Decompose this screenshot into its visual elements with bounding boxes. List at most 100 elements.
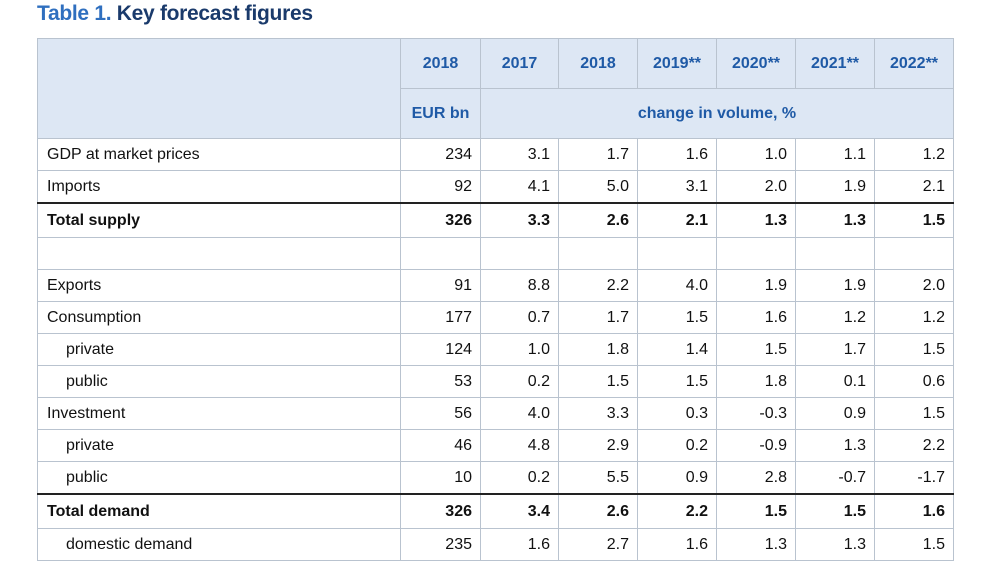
value-cell: 5.5 <box>558 461 638 495</box>
value-cell: 3.1 <box>637 170 717 204</box>
value-cell: 10 <box>400 461 481 495</box>
value-cell: 3.1 <box>480 138 559 171</box>
value-cell: 53 <box>400 365 481 398</box>
value-cell: 1.3 <box>795 528 875 561</box>
row-label: private <box>37 333 401 366</box>
empty-cell <box>795 237 875 270</box>
value-cell: 4.0 <box>480 397 559 430</box>
value-cell: 1.5 <box>795 493 875 529</box>
value-cell: 2.0 <box>874 269 954 302</box>
value-cell: 1.8 <box>716 365 796 398</box>
value-cell: 1.5 <box>637 301 717 334</box>
value-cell: 1.0 <box>480 333 559 366</box>
empty-cell <box>37 237 401 270</box>
value-cell: -1.7 <box>874 461 954 495</box>
column-header: 2022** <box>874 38 954 89</box>
row-label: Consumption <box>37 301 401 334</box>
value-cell: 3.4 <box>480 493 559 529</box>
data-row: Consumption 177 0.7 1.7 1.5 1.6 1.2 1.2 <box>37 301 954 334</box>
value-cell: 0.7 <box>480 301 559 334</box>
value-cell: 2.9 <box>558 429 638 462</box>
value-cell: 1.3 <box>716 528 796 561</box>
row-label: domestic demand <box>37 528 401 561</box>
row-label: Total supply <box>37 202 401 238</box>
value-cell: 1.5 <box>558 365 638 398</box>
row-label: Imports <box>37 170 401 204</box>
value-cell: 1.3 <box>716 202 796 238</box>
row-label: Total demand <box>37 493 401 529</box>
empty-cell <box>480 237 559 270</box>
table-body: GDP at market prices 234 3.1 1.7 1.6 1.0 1.1 1.… <box>37 138 954 561</box>
value-cell: 1.7 <box>795 333 875 366</box>
value-cell: 1.5 <box>716 333 796 366</box>
data-row: domestic demand 235 1.6 2.7 1.6 1.3 1.3 1.5 <box>37 528 954 561</box>
row-label: public <box>37 461 401 495</box>
data-row: private 124 1.0 1.8 1.4 1.5 1.7 1.5 <box>37 333 954 366</box>
value-cell: 2.6 <box>558 493 638 529</box>
empty-cell <box>637 237 717 270</box>
value-cell: 3.3 <box>558 397 638 430</box>
value-cell: 91 <box>400 269 481 302</box>
total-row: Total supply 326 3.3 2.6 2.1 1.3 1.3 1.5 <box>37 202 954 238</box>
value-cell: -0.9 <box>716 429 796 462</box>
value-cell: 1.2 <box>795 301 875 334</box>
header-row: 2018 2017 2018 2019** 2020** 2021** 2022** <box>37 38 954 139</box>
value-cell: 235 <box>400 528 481 561</box>
unit-level: EUR bn <box>400 88 481 139</box>
value-cell: 1.6 <box>874 493 954 529</box>
data-row: public 10 0.2 5.5 0.9 2.8 -0.7 -1.7 <box>37 461 954 495</box>
value-cell: 1.3 <box>795 429 875 462</box>
value-cell: 1.0 <box>716 138 796 171</box>
value-cell: 2.8 <box>716 461 796 495</box>
empty-cell <box>400 237 481 270</box>
value-cell: 1.6 <box>480 528 559 561</box>
value-cell: 0.1 <box>795 365 875 398</box>
value-cell: 1.9 <box>795 170 875 204</box>
spacer-row <box>37 237 954 270</box>
value-cell: 1.2 <box>874 138 954 171</box>
value-cell: 1.5 <box>874 333 954 366</box>
value-cell: 5.0 <box>558 170 638 204</box>
value-cell: 326 <box>400 202 481 238</box>
value-cell: 0.2 <box>480 461 559 495</box>
value-cell: 2.2 <box>874 429 954 462</box>
value-cell: 0.2 <box>637 429 717 462</box>
value-cell: 3.3 <box>480 202 559 238</box>
value-cell: 1.1 <box>795 138 875 171</box>
value-cell: 234 <box>400 138 481 171</box>
table-number: Table 1. <box>37 2 112 25</box>
value-cell: 1.2 <box>874 301 954 334</box>
value-cell: 2.2 <box>637 493 717 529</box>
value-cell: 0.2 <box>480 365 559 398</box>
value-cell: 1.7 <box>558 138 638 171</box>
column-header: 2020** <box>716 38 796 89</box>
row-label: private <box>37 429 401 462</box>
value-cell: 1.5 <box>716 493 796 529</box>
value-cell: 56 <box>400 397 481 430</box>
value-cell: 0.6 <box>874 365 954 398</box>
value-cell: 2.1 <box>637 202 717 238</box>
header-corner <box>37 38 401 139</box>
data-row: public 53 0.2 1.5 1.5 1.8 0.1 0.6 <box>37 365 954 398</box>
value-cell: 1.9 <box>795 269 875 302</box>
value-cell: 0.3 <box>637 397 717 430</box>
table-caption: Key forecast figures <box>116 2 313 25</box>
row-label: GDP at market prices <box>37 138 401 171</box>
empty-cell <box>558 237 638 270</box>
value-cell: 1.7 <box>558 301 638 334</box>
table-title: Table 1. Key forecast figures <box>37 2 313 26</box>
value-cell: 1.6 <box>637 528 717 561</box>
value-cell: -0.7 <box>795 461 875 495</box>
data-row: GDP at market prices 234 3.1 1.7 1.6 1.0 1.1 1.… <box>37 138 954 171</box>
forecast-table: 2018 2017 2018 2019** 2020** 2021** 2022** EUR… <box>37 38 954 561</box>
value-cell: 4.1 <box>480 170 559 204</box>
value-cell: 8.8 <box>480 269 559 302</box>
value-cell: 1.9 <box>716 269 796 302</box>
value-cell: 1.3 <box>795 202 875 238</box>
column-header: 2017 <box>480 38 559 89</box>
value-cell: 2.7 <box>558 528 638 561</box>
row-label: Investment <box>37 397 401 430</box>
value-cell: 46 <box>400 429 481 462</box>
column-header: 2021** <box>795 38 875 89</box>
